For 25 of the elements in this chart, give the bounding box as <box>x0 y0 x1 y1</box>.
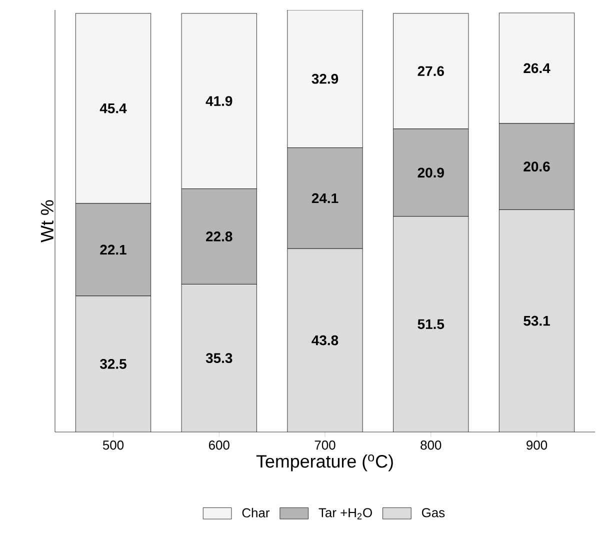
data-label: 32.9 <box>312 74 338 84</box>
x-axis-title: Temperature ($^{o}$C) <box>256 454 393 472</box>
data-label: 22.8 <box>206 232 232 242</box>
x-tick-label: 800 <box>420 440 442 450</box>
data-label: 20.9 <box>418 168 444 178</box>
data-label: 32.5 <box>100 359 126 369</box>
x-tick-label: 500 <box>102 440 124 450</box>
data-label: 22.1 <box>100 244 126 255</box>
legend-label: Gas <box>422 508 445 518</box>
data-label: 45.4 <box>100 104 127 114</box>
x-tick-label: 900 <box>526 440 548 450</box>
data-label: 24.1 <box>312 193 338 204</box>
data-label: 43.8 <box>312 335 338 346</box>
data-label: 20.6 <box>524 162 550 172</box>
legend-label: Char <box>242 508 270 518</box>
x-tick-label: 700 <box>314 440 336 450</box>
data-label: 26.4 <box>524 63 550 74</box>
legend-label: Tar +H$_{2}$O <box>318 508 372 520</box>
data-label: 51.5 <box>418 319 444 330</box>
data-label: 53.1 <box>524 316 550 326</box>
y-axis-title: Wt % <box>40 200 54 242</box>
x-tick-label: 600 <box>208 440 230 450</box>
data-label: 41.9 <box>206 96 232 106</box>
data-label: 35.3 <box>206 353 232 364</box>
data-label: 27.6 <box>418 66 444 76</box>
